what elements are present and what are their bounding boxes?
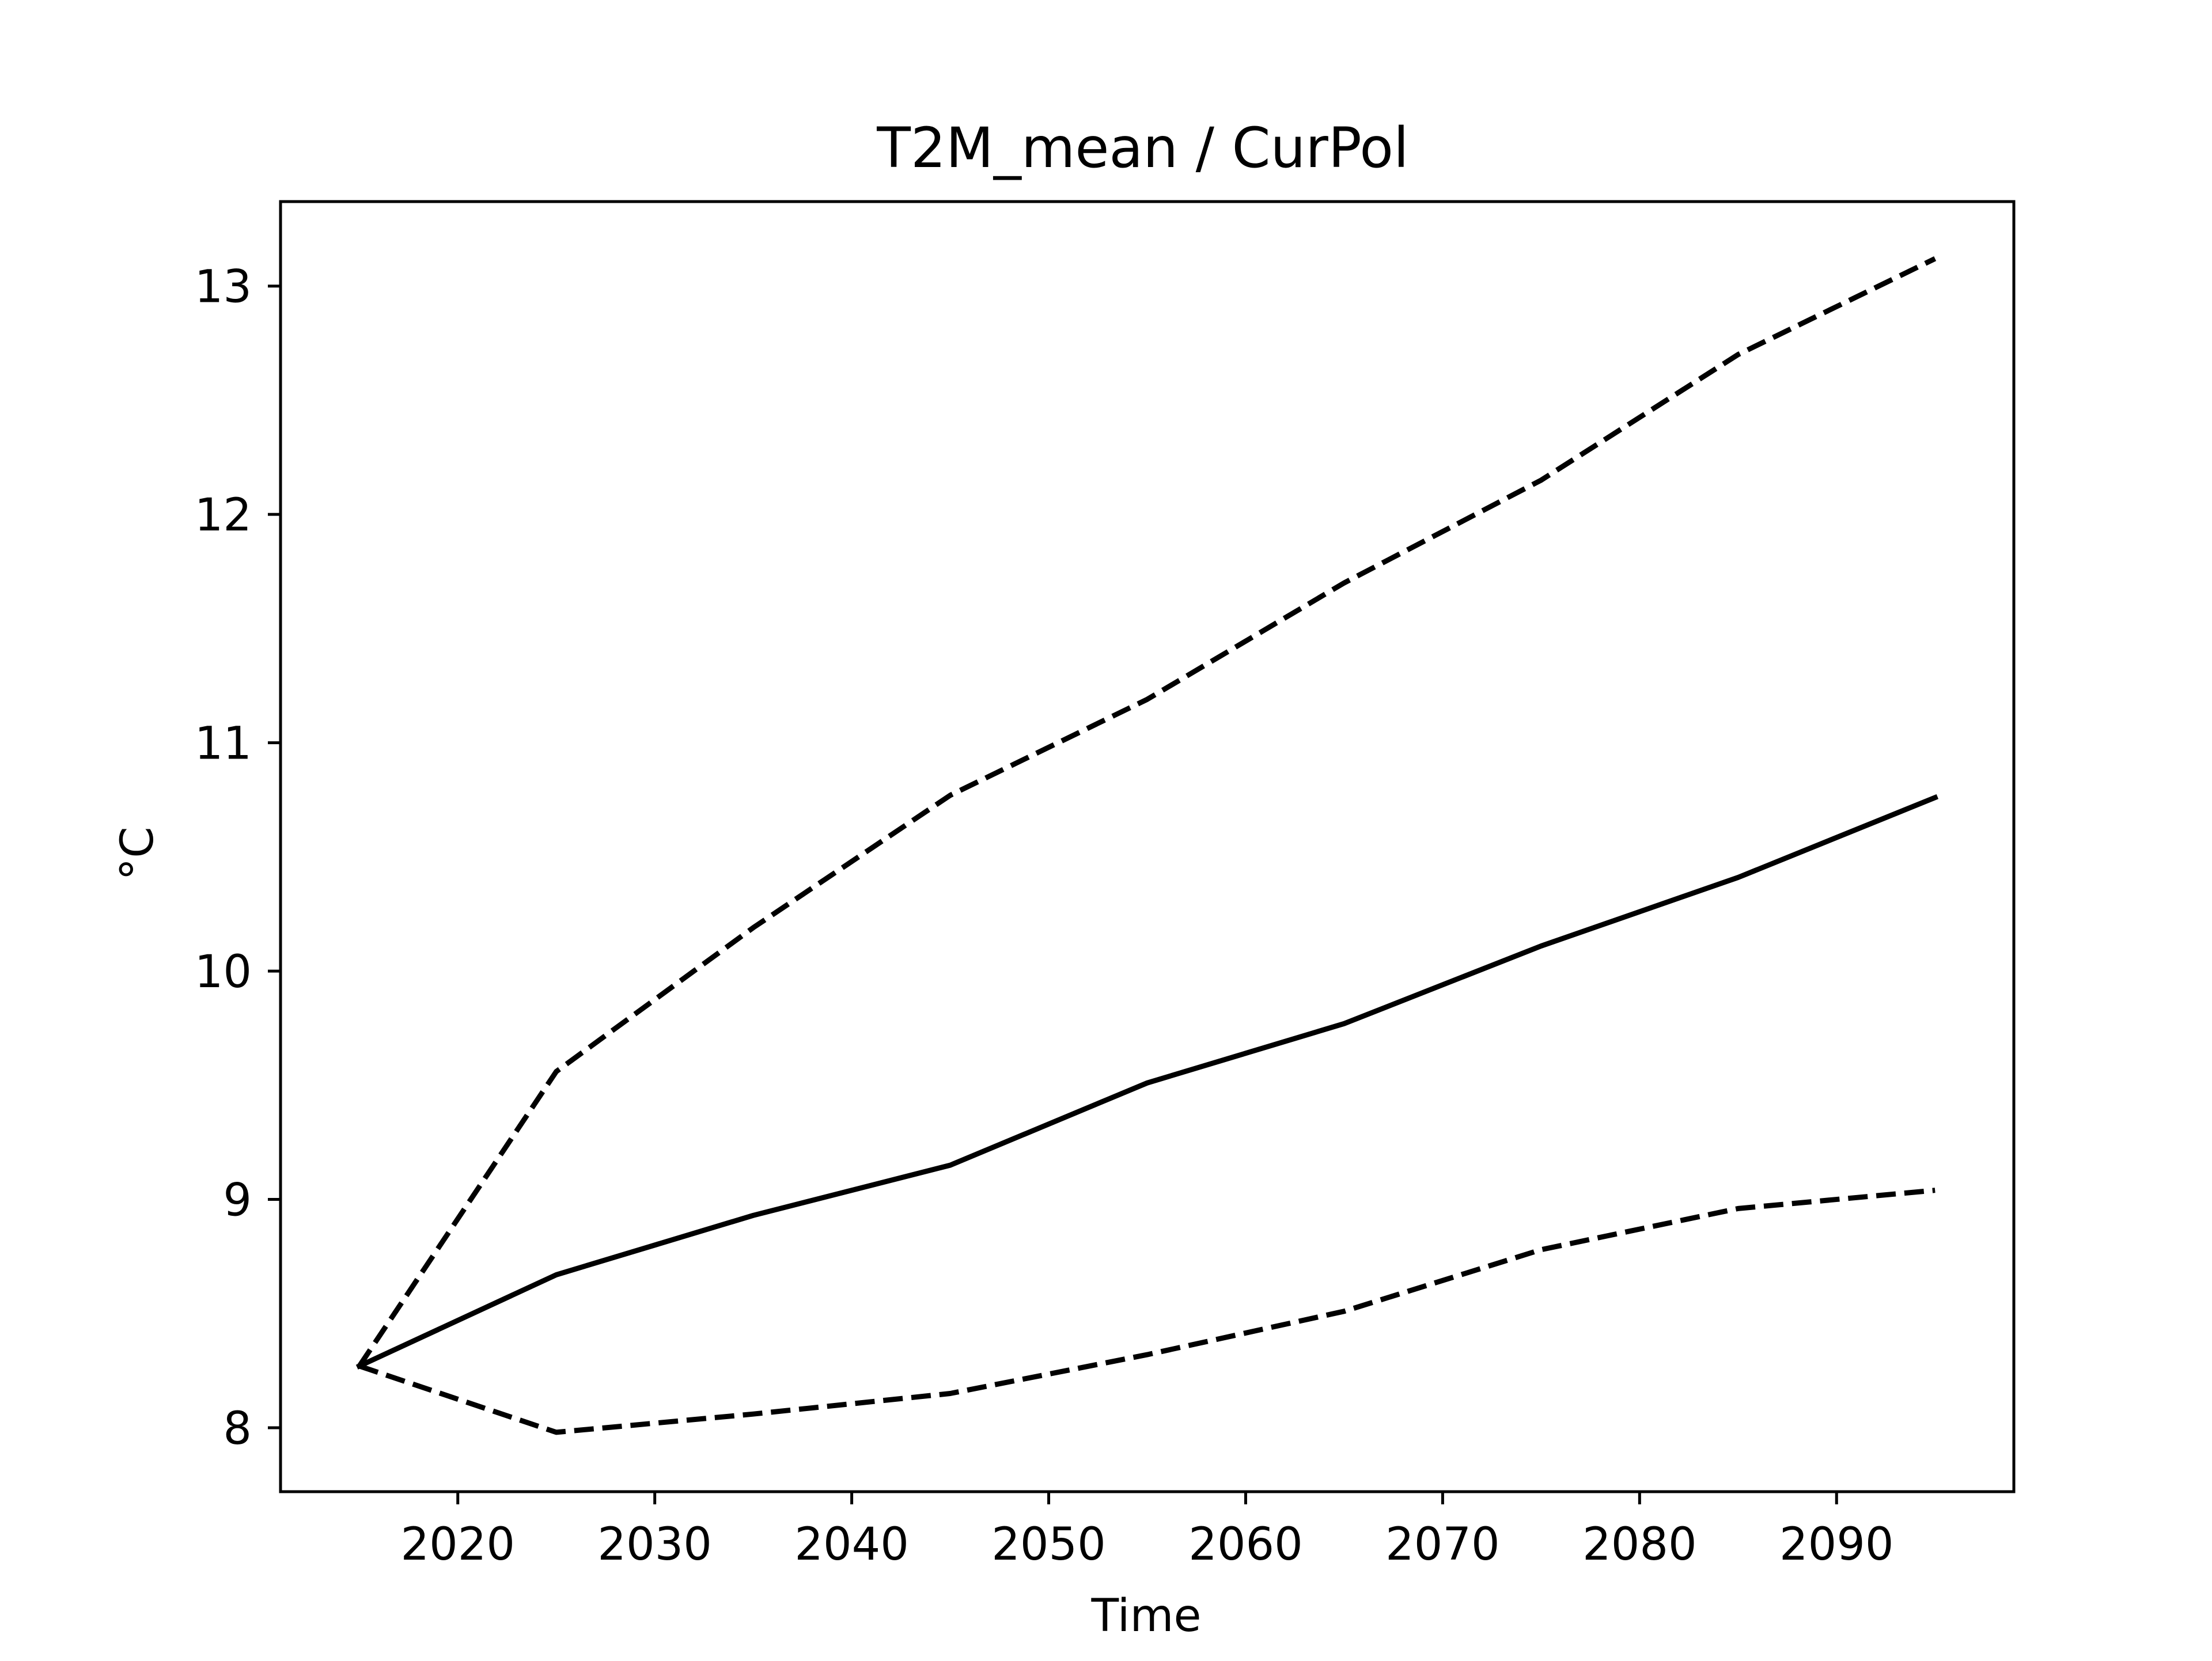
y-tick-label: 13 [195,261,252,313]
dashed-series-line-2 [358,1188,1936,1435]
y-tick-label: 8 [223,1403,252,1455]
y-axis-ticks: 8 9 10 11 12 13 [195,261,281,1455]
x-tick-label: 2030 [597,1519,712,1571]
chart-title: T2M_mean / CurPol [876,116,1408,180]
solid-series-line-0 [355,794,1939,1370]
x-tick-label: 2090 [1779,1519,1894,1571]
x-axis-ticks: 2020 2030 2040 2050 2060 2070 2080 2090 [400,1492,1894,1571]
x-tick-label: 2060 [1188,1519,1303,1571]
y-tick-label: 9 [223,1175,252,1227]
x-tick-label: 2080 [1582,1519,1697,1571]
y-axis-label: °C [112,826,164,880]
y-tick-label: 11 [195,718,252,770]
plot-area-frame [279,200,2016,1493]
x-tick-label: 2020 [400,1519,515,1571]
y-tick-label: 10 [195,946,252,998]
x-axis-label: Time [1091,1590,1202,1642]
x-tick-label: 2040 [794,1519,909,1571]
dashed-series-line-1 [357,256,1937,1368]
series-layer [355,256,1939,1435]
y-tick-label: 12 [195,490,252,541]
x-tick-label: 2070 [1385,1519,1500,1571]
x-tick-label: 2050 [991,1519,1106,1571]
